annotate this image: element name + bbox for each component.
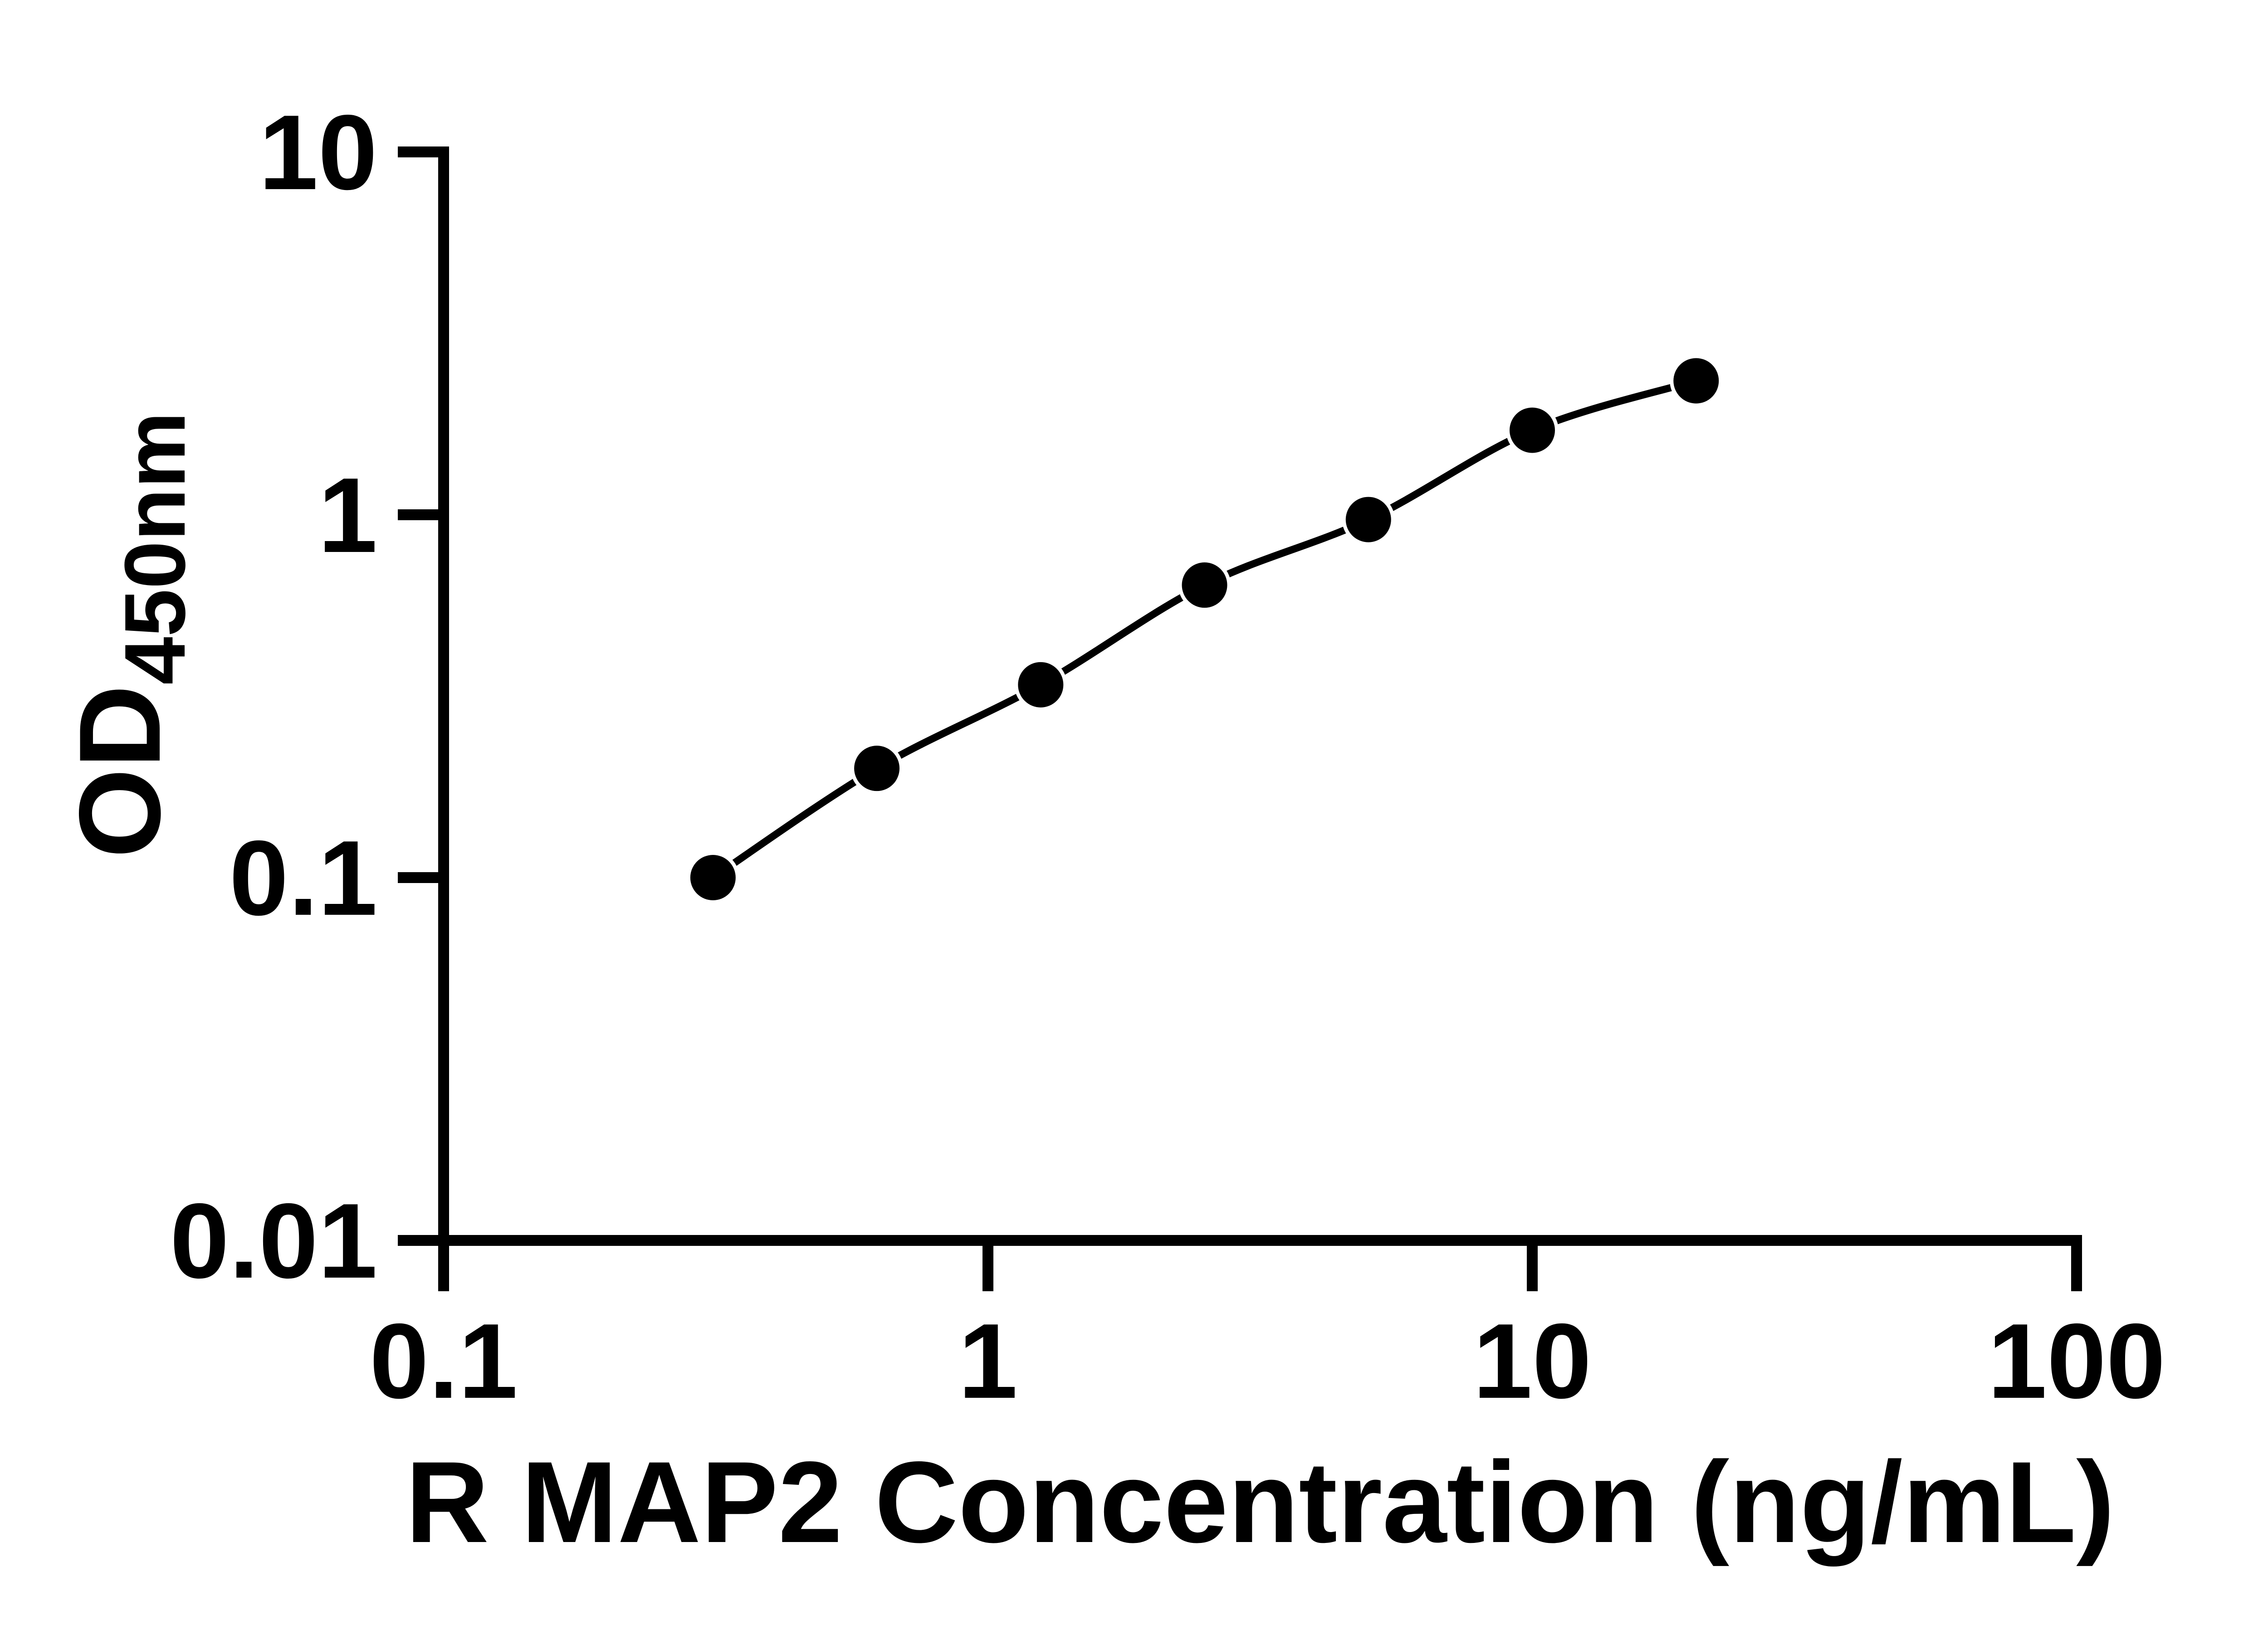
- y-axis-title: OD450nm: [55, 412, 203, 859]
- x-tick-label: 100: [1988, 1301, 2165, 1420]
- y-tick-label: 0.1: [229, 818, 377, 937]
- data-point: [1510, 407, 1555, 453]
- data-series: [686, 354, 1723, 904]
- y-tick-label: 0.01: [170, 1181, 377, 1300]
- y-tick-label: 1: [318, 455, 377, 575]
- y-axis-title-main: OD: [55, 685, 185, 859]
- x-tick-label: 10: [1473, 1301, 1591, 1420]
- axes: [398, 146, 2082, 1291]
- data-point: [1182, 562, 1227, 608]
- x-tick-label: 0.1: [370, 1301, 518, 1420]
- data-point: [854, 746, 900, 791]
- data-point: [1345, 497, 1391, 542]
- y-tick-label: 10: [259, 93, 377, 212]
- x-tick-label: 1: [958, 1301, 1018, 1420]
- y-axis-title-subscript: 450nm: [107, 412, 203, 685]
- data-point: [690, 855, 736, 900]
- series-curve: [711, 377, 1697, 881]
- data-point: [1673, 358, 1719, 404]
- x-axis-title: R MAP2 Concentration (ng/mL): [406, 1438, 2115, 1567]
- data-point: [1018, 662, 1064, 708]
- x-axis-line: [398, 1235, 2082, 1291]
- y-axis-line: [398, 146, 449, 1240]
